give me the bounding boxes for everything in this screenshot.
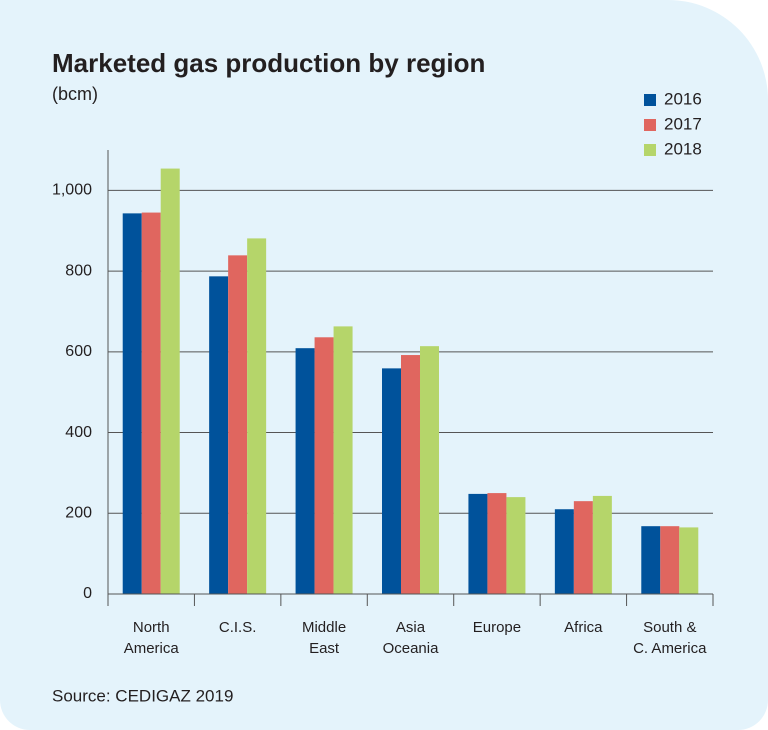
bar xyxy=(401,355,420,594)
y-tick-label: 1,000 xyxy=(52,182,92,199)
chart-subtitle: (bcm) xyxy=(52,84,98,104)
bar xyxy=(641,526,661,594)
bar xyxy=(333,326,353,594)
bar xyxy=(141,212,161,594)
x-tick-label: Africa xyxy=(564,619,603,636)
source: Source: CEDIGAZ 2019 xyxy=(52,686,233,705)
bar xyxy=(592,495,612,594)
bar xyxy=(295,348,315,594)
bar xyxy=(122,213,142,594)
bar xyxy=(554,509,574,594)
x-tick-label: Europe xyxy=(473,619,521,636)
x-tick-label: Asia Oceania xyxy=(383,619,440,657)
bar xyxy=(382,368,401,594)
legend-label: 2018 xyxy=(664,139,702,158)
x-tick-label: Middle East xyxy=(302,619,346,657)
bar xyxy=(420,346,439,594)
bar xyxy=(228,255,248,594)
legend-swatch xyxy=(644,94,656,106)
legend-label: 2016 xyxy=(664,89,702,108)
legend-swatch xyxy=(644,144,656,156)
bar xyxy=(209,276,229,594)
bar xyxy=(468,493,488,594)
y-tick-label: 200 xyxy=(65,504,92,521)
y-tick-label: 0 xyxy=(83,585,92,602)
bar xyxy=(506,497,526,594)
bar xyxy=(314,337,334,594)
bar xyxy=(247,238,267,594)
legend-label: 2017 xyxy=(664,114,702,133)
bar xyxy=(160,168,180,595)
legend-swatch xyxy=(644,119,656,131)
y-tick-label: 400 xyxy=(65,424,92,441)
y-tick-label: 600 xyxy=(65,343,92,360)
bar xyxy=(660,526,680,594)
bar xyxy=(573,501,593,594)
bar xyxy=(487,493,507,594)
x-tick-label: C.I.S. xyxy=(219,619,257,636)
x-tick-label: South & C. America xyxy=(633,619,707,657)
x-tick-label: North America xyxy=(124,619,180,657)
chart-title: Marketed gas production by region xyxy=(52,48,485,78)
bar xyxy=(679,527,699,594)
y-tick-label: 800 xyxy=(65,262,92,279)
